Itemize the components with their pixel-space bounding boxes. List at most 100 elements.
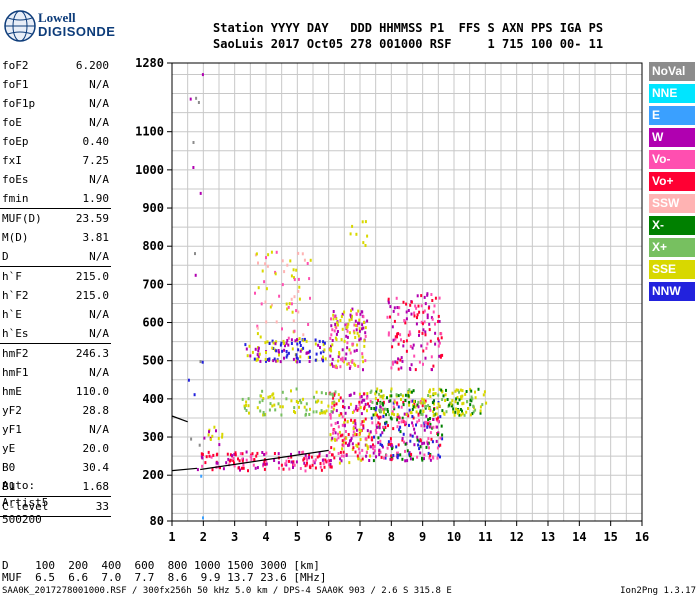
data-point	[281, 259, 284, 263]
data-point	[397, 312, 400, 316]
data-point	[420, 344, 423, 348]
data-point	[391, 412, 393, 416]
data-point	[201, 360, 204, 364]
data-point	[290, 399, 293, 403]
data-point	[200, 455, 203, 459]
data-point	[389, 457, 392, 461]
data-point	[380, 455, 383, 459]
data-point	[287, 351, 290, 355]
data-point	[461, 412, 464, 416]
data-point	[370, 407, 373, 410]
data-point	[389, 437, 392, 441]
param-value: 1.90	[82, 192, 110, 205]
data-point	[445, 410, 448, 414]
data-point	[290, 389, 292, 393]
data-point	[359, 438, 362, 441]
data-point	[260, 394, 263, 398]
data-point	[282, 339, 285, 343]
data-point	[295, 387, 298, 391]
data-point	[432, 364, 435, 368]
data-point	[373, 407, 376, 410]
data-point	[292, 460, 295, 464]
data-point	[427, 306, 430, 310]
data-point	[296, 338, 298, 342]
data-point	[354, 423, 357, 427]
data-point	[346, 335, 349, 339]
data-point	[436, 456, 439, 460]
data-point	[401, 394, 404, 398]
data-point	[428, 420, 431, 424]
data-point	[357, 447, 360, 451]
data-point	[438, 341, 441, 345]
distance-row: D 100 200 400 600 800 1000 1500 3000 [km…	[2, 559, 320, 572]
data-point	[324, 357, 327, 361]
data-point	[421, 456, 423, 460]
data-point	[419, 410, 422, 414]
data-point	[432, 310, 435, 314]
data-point	[436, 425, 439, 429]
data-point	[319, 346, 321, 349]
y-tick-label: 800	[142, 239, 164, 253]
data-point	[245, 400, 248, 404]
data-point	[460, 396, 463, 400]
data-point	[314, 458, 317, 462]
data-point	[222, 467, 225, 471]
data-point	[396, 451, 398, 455]
data-point	[329, 465, 332, 469]
data-point	[425, 421, 428, 425]
data-point	[397, 367, 400, 371]
data-point	[415, 306, 418, 310]
data-point	[300, 401, 303, 405]
data-point	[361, 220, 364, 224]
data-point	[352, 446, 355, 450]
data-point	[330, 333, 333, 337]
data-point	[298, 405, 300, 409]
data-point	[352, 430, 355, 434]
data-point	[409, 332, 412, 336]
data-point	[265, 359, 267, 363]
data-point	[415, 322, 418, 326]
data-point	[328, 451, 331, 454]
data-point	[348, 442, 351, 446]
data-point	[432, 418, 435, 421]
data-point	[286, 263, 289, 267]
legend-item: NNW	[649, 282, 695, 301]
data-point	[335, 438, 338, 442]
auto-code: 500200	[2, 513, 42, 526]
data-point	[351, 359, 354, 363]
data-point	[348, 366, 351, 370]
data-point	[298, 337, 301, 341]
data-point	[244, 343, 247, 347]
data-point	[335, 326, 338, 330]
data-point	[381, 445, 384, 449]
data-point	[295, 400, 298, 403]
data-point	[343, 310, 346, 314]
param-value: 3.81	[82, 231, 110, 244]
data-point	[330, 324, 333, 328]
data-point	[334, 336, 337, 340]
data-point	[355, 232, 358, 236]
data-point	[407, 414, 410, 418]
param-value: 20.0	[82, 442, 110, 455]
data-point	[358, 433, 361, 437]
data-point	[322, 359, 324, 363]
data-point	[374, 408, 377, 412]
param-value: 7.25	[82, 154, 110, 167]
data-point	[267, 253, 270, 257]
data-point	[387, 297, 390, 301]
data-point	[402, 340, 405, 344]
data-point	[295, 309, 298, 313]
data-point	[369, 445, 372, 449]
data-point	[434, 331, 437, 335]
data-point	[269, 395, 272, 399]
data-point	[413, 443, 416, 447]
data-point	[336, 421, 339, 425]
data-point	[451, 399, 454, 403]
data-point	[295, 460, 298, 464]
legend-item: X+	[649, 238, 695, 257]
data-point	[406, 449, 409, 453]
data-point	[452, 407, 455, 411]
data-point	[408, 330, 411, 334]
data-point	[364, 331, 367, 335]
data-point	[400, 420, 403, 424]
